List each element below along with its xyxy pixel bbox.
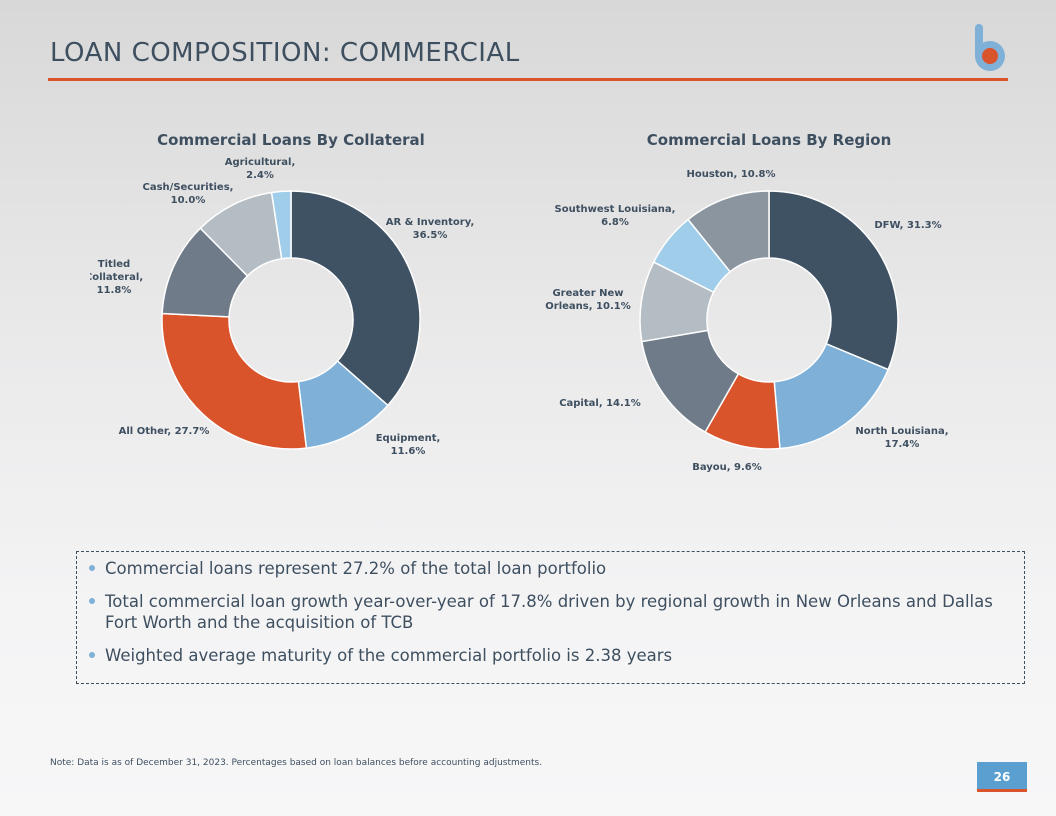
page-number: 26 [993,770,1011,784]
label-bayou: Bayou, 9.6% [692,462,762,473]
bullet-dot-icon [89,598,95,604]
label-ar-inventory: AR & Inventory, 36.5% [386,217,475,241]
collateral-donut-chart: Commercial Loans By Collateral AR & Inven… [90,131,475,457]
bullet-text: Total commercial loan growth year-over-y… [105,592,993,632]
label-dfw: DFW, 31.3% [874,220,941,231]
slice-dfw [768,190,899,371]
bullet-text: Commercial loans represent 27.2% of the … [105,559,607,578]
company-logo [975,24,1005,71]
label-capital: Capital, 14.1% [559,398,641,409]
logo-dot [982,48,998,64]
label-cash-securities: Cash/Securities, 10.0% [143,182,234,206]
label-houston: Houston, 10.8% [686,169,775,180]
label-north-louisiana: North Louisiana, 17.4% [855,426,948,450]
label-southwest-louisiana: Southwest Louisiana, 6.8% [555,204,676,228]
commercial-loans-by-region-title: Commercial Loans By Region [647,131,892,149]
label-equipment: Equipment, 11.6% [376,433,441,457]
bullet-item: Total commercial loan growth year-over-y… [87,591,1014,633]
footnote: Note: Data is as of December 31, 2023. P… [50,758,543,768]
page-title: LOAN COMPOSITION: COMMERCIAL [50,38,520,68]
slice-ar-inventory [290,190,421,407]
bullet-dot-icon [89,652,95,658]
slice-houston [687,190,770,273]
title-divider [48,78,1008,81]
label-titled-collateral: Titled Collateral, 11.8% [90,259,143,296]
key-points-box: Commercial loans represent 27.2% of the … [76,551,1025,684]
region-donut-chart: Commercial Loans By Region DFW, 31.3% Nort… [545,131,948,473]
page-number-badge: 26 [977,762,1027,792]
bullet-item: Weighted average maturity of the commerc… [87,645,1014,666]
label-all-other: All Other, 27.7% [119,426,210,437]
bullet-text: Weighted average maturity of the commerc… [105,646,673,665]
bullet-item: Commercial loans represent 27.2% of the … [87,558,1014,579]
slice-agricultural [270,190,292,260]
slice-all-other [161,312,308,450]
bullet-dot-icon [89,565,95,571]
label-agricultural: Agricultural, 2.4% [225,157,296,181]
label-greater-new-orleans: Greater New Orleans, 10.1% [545,288,630,312]
commercial-loans-by-collateral-title: Commercial Loans By Collateral [157,131,425,149]
